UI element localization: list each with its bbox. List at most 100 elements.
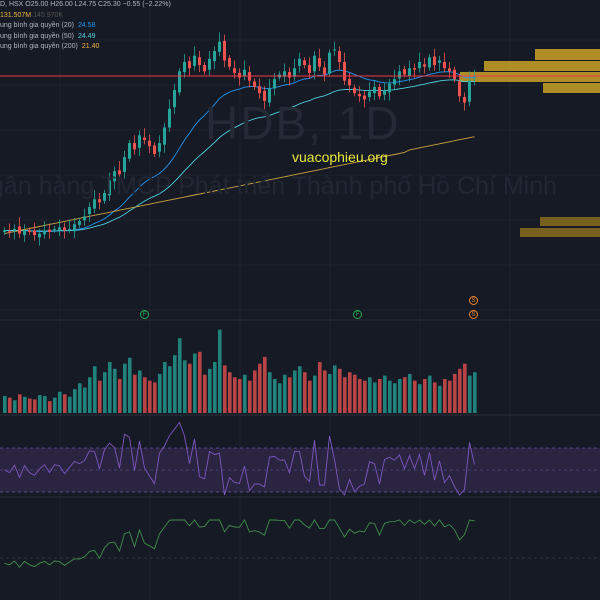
ma50-legend[interactable]: ung bình gia quyền (50) 24.49 (0, 32, 96, 40)
volume-profile-bar (543, 83, 600, 93)
volume-bar (118, 379, 122, 413)
volume-bar (78, 383, 82, 413)
ma200-line (4, 136, 475, 235)
volume-bar (298, 366, 302, 413)
candle (143, 128, 146, 145)
volume-bar (3, 396, 7, 413)
candle-body (383, 90, 386, 95)
volume-bar (63, 394, 67, 413)
volume-bar (93, 366, 97, 413)
candle-body (133, 143, 136, 150)
candle (8, 223, 11, 238)
volume-bar (413, 380, 417, 413)
candle (383, 82, 386, 101)
candle-body (68, 228, 71, 230)
volume-bar (463, 363, 467, 413)
volume-bar (133, 374, 137, 413)
volume-bar (423, 379, 427, 413)
volume-bar (293, 370, 297, 413)
candle-body (428, 57, 431, 68)
candle-body (153, 145, 156, 154)
volume-bar (73, 389, 77, 413)
ma20-legend[interactable]: ung bình gia quyền (20) 24.58 (0, 22, 96, 29)
volume-bar (353, 374, 357, 413)
volume-bar (403, 377, 407, 413)
candle (28, 227, 31, 236)
volume-readout: 131.507M 145.970K (0, 11, 64, 19)
volume-bar (163, 362, 167, 413)
candle (393, 69, 396, 89)
volume-bar (148, 380, 152, 413)
candle-body (78, 221, 81, 225)
volume-bar (38, 395, 42, 413)
volume-bar (398, 379, 402, 413)
candle (118, 161, 121, 179)
volume-bar (323, 370, 327, 413)
candle (313, 51, 316, 80)
split-marker[interactable]: S (469, 296, 478, 305)
volume-bar (383, 375, 387, 413)
candle (468, 71, 471, 107)
candle-body (163, 127, 166, 145)
candle (103, 189, 106, 204)
candle-body (58, 227, 61, 231)
candle-body (378, 86, 381, 97)
volume-profile-bar (484, 61, 600, 71)
volume-bar (178, 338, 182, 413)
candle-body (228, 58, 231, 67)
candle-body (283, 71, 286, 77)
volume-bar (333, 365, 337, 413)
candle (408, 60, 411, 82)
candle (138, 130, 141, 156)
volume-bar (443, 379, 447, 413)
candle (353, 84, 356, 97)
candle-body (158, 143, 161, 152)
candle (378, 83, 381, 100)
candle-body (323, 67, 326, 75)
volume-bar (138, 370, 142, 413)
volume-bars (3, 329, 477, 413)
candle (433, 48, 436, 71)
volume-profile-bar (535, 49, 600, 60)
candle-body (188, 61, 191, 69)
volume-profile-bar (520, 228, 600, 237)
volume-bar (343, 377, 347, 413)
candle-body (373, 86, 376, 94)
candle-body (18, 226, 21, 234)
volume-bar (358, 379, 362, 413)
candle-body (213, 51, 216, 62)
financials-marker[interactable]: F (353, 310, 362, 319)
candle (463, 92, 466, 111)
candle-body (253, 81, 256, 87)
candle (48, 223, 51, 239)
candle (458, 73, 461, 102)
volume-bar (238, 379, 242, 413)
candle (113, 166, 116, 190)
volume-bar (128, 357, 132, 413)
candle (68, 219, 71, 234)
candle (268, 79, 271, 107)
volume-bar (303, 372, 307, 413)
rsi-line (4, 421, 475, 496)
candle-body (88, 207, 91, 215)
volume-bar (58, 391, 62, 413)
volume-bar (453, 373, 457, 413)
candle-body (63, 227, 66, 231)
candle-body (23, 230, 26, 236)
split-marker[interactable]: S (469, 310, 478, 319)
candle-body (233, 68, 236, 73)
ma200-legend[interactable]: ung bình gia quyền (200) 21.40 (0, 43, 100, 50)
volume-bar (188, 363, 192, 413)
financials-marker[interactable]: F (140, 310, 149, 319)
candle-body (408, 68, 411, 76)
candle-body (208, 58, 211, 70)
legend: D, HSX O25.00 H26.00 L24.75 C25.30 −0.55… (0, 0, 171, 53)
volume-bar (428, 375, 432, 413)
candle-body (203, 65, 206, 72)
candle-body (263, 90, 266, 101)
candle (223, 34, 226, 68)
volume-profile (460, 49, 600, 237)
candle (198, 51, 201, 72)
candle (453, 66, 456, 83)
